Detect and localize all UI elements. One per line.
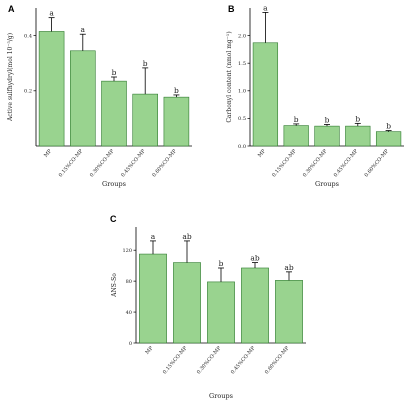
- bar: [241, 267, 269, 344]
- significance-letter: b: [325, 115, 330, 124]
- x-axis-title: Groups: [102, 180, 126, 188]
- significance-letter: a: [49, 9, 54, 18]
- x-tick-label: 0.45%CO-MP: [120, 148, 147, 179]
- y-tick-label: 40: [126, 310, 132, 316]
- y-tick-label: 0.0: [238, 144, 246, 150]
- x-tick-label: 0.30%CO-MP: [302, 148, 329, 179]
- x-tick-label: 0.45%CO-MP: [230, 345, 257, 376]
- significance-letter: b: [294, 115, 299, 124]
- bar: [70, 50, 96, 147]
- significance-letter: b: [174, 86, 179, 95]
- y-tick-label: 1.0: [238, 89, 246, 95]
- x-tick-label: 0.60%CO-MP: [364, 148, 391, 179]
- y-tick-label: 0.2: [24, 89, 32, 95]
- x-tick-label: 0.15%CO-MP: [271, 148, 298, 179]
- bar: [101, 80, 127, 147]
- bar: [283, 125, 309, 147]
- y-tick-label: 1.5: [238, 61, 246, 67]
- y-axis-title: ANS-So: [111, 273, 118, 298]
- x-tick-label: 0.15%CO-MP: [58, 148, 85, 179]
- significance-letter: a: [263, 3, 268, 12]
- chart-panel-a: 0.2 0.4 a MP a 0.15%CO-MP b 0.30%CO-MP b 0.45%CO-…: [7, 8, 192, 188]
- bar: [275, 280, 303, 344]
- significance-letter: ab: [250, 254, 259, 263]
- bar: [375, 131, 402, 147]
- y-tick-label: 2.0: [238, 33, 246, 39]
- x-tick-label: MP: [43, 148, 53, 159]
- x-tick-label: MP: [257, 148, 267, 159]
- y-tick-label: 0.4: [24, 33, 32, 39]
- significance-letter: ab: [182, 232, 191, 241]
- significance-letter: b: [219, 259, 224, 268]
- significance-letter: b: [143, 59, 148, 68]
- x-axis-title: Groups: [315, 180, 339, 188]
- bar: [173, 262, 201, 344]
- significance-letter: b: [386, 122, 391, 131]
- bar: [139, 253, 167, 344]
- y-tick-label: 120: [122, 248, 132, 254]
- x-tick-label: 0.60%CO-MP: [151, 148, 178, 179]
- bar: [314, 125, 340, 147]
- x-axis-title: Groups: [209, 392, 233, 400]
- y-axis-title: Carbonyl content (nmol mg⁻¹): [226, 31, 233, 122]
- x-tick-label: 0.45%CO-MP: [333, 148, 360, 179]
- significance-letter: a: [151, 232, 156, 241]
- x-tick-label: 0.30%CO-MP: [89, 148, 116, 179]
- bar: [132, 93, 158, 147]
- chart-panel-c: 0 40 80 120 a MP ab 0.15%CO-MP b 0.30%CO-MP ab 0.45…: [111, 227, 306, 400]
- bar: [207, 281, 235, 344]
- x-tick-label: MP: [144, 345, 154, 356]
- panel-label-b: B: [228, 4, 235, 14]
- bar: [163, 96, 190, 147]
- significance-letter: b: [355, 114, 360, 123]
- significance-letter: a: [81, 25, 86, 34]
- bar: [38, 31, 65, 147]
- x-tick-label: 0.60%CO-MP: [264, 345, 291, 376]
- panel-label-c: C: [110, 214, 117, 224]
- x-tick-label: 0.30%CO-MP: [196, 345, 223, 376]
- panel-label-a: A: [8, 4, 15, 14]
- y-tick-label: 0.5: [238, 116, 246, 122]
- x-tick-label: 0.15%CO-MP: [162, 345, 189, 376]
- chart-panel-b: 0.0 0.5 1.0 1.5 2.0 a MP b 0.15%CO-MP b 0.30%CO-MP…: [226, 3, 404, 188]
- y-tick-label: 0: [129, 341, 132, 347]
- significance-letter: ab: [284, 263, 293, 272]
- y-axis-title: Active sulfhydryl(mol 10⁻⁵/g): [7, 33, 14, 122]
- y-tick-label: 80: [126, 279, 132, 285]
- bar: [252, 42, 279, 147]
- significance-letter: b: [112, 68, 117, 77]
- bar: [345, 125, 371, 147]
